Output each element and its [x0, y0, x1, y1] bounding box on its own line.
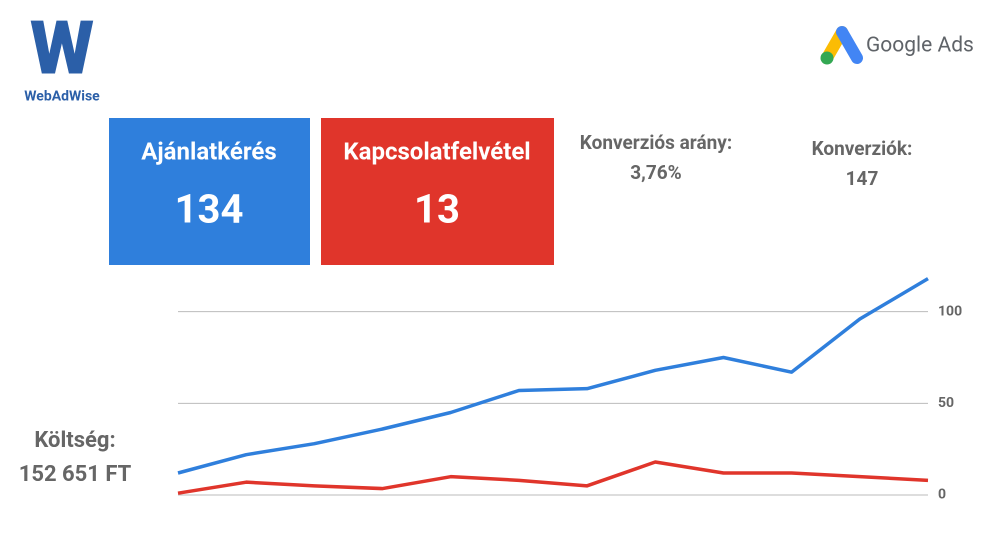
logo-mark: W [30, 6, 94, 93]
cost-label: Költség: [34, 428, 115, 453]
logo-name: WebAdWise [24, 89, 100, 105]
series-line [177, 460, 929, 495]
stat-value: 3,76% [630, 161, 681, 184]
stat-value: 147 [846, 167, 879, 190]
kpi-value: 13 [414, 186, 460, 233]
y-tick-label: 100 [938, 303, 962, 319]
y-tick-label: 50 [938, 395, 954, 411]
y-tick-label: 0 [938, 487, 946, 503]
cost-value: 152 651 FT [19, 462, 132, 487]
stat-label: Konverziós arány: [580, 131, 732, 154]
stat-label: Konverziók: [812, 137, 913, 160]
brand-name: Google Ads [866, 34, 974, 58]
kpi-label: Kapcsolatfelvétel [343, 137, 530, 165]
kpi-box [321, 118, 554, 265]
kpi-label: Ajánlatkérés [141, 137, 276, 165]
google-ads-icon [820, 26, 863, 65]
kpi-box [109, 118, 310, 265]
kpi-value: 134 [175, 186, 244, 233]
series-line [177, 277, 929, 475]
line-chart: 0 50 100 [177, 277, 962, 503]
